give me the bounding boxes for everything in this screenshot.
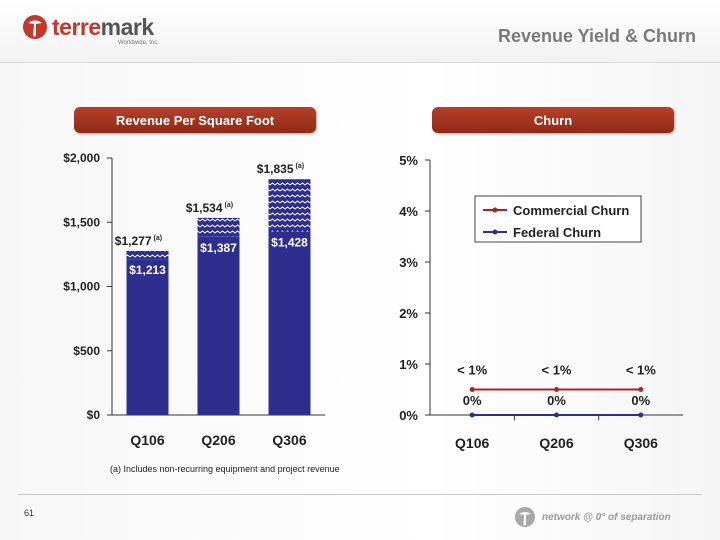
x-tick-label: Q206 xyxy=(201,432,235,448)
series-point-label: < 1% xyxy=(457,363,487,378)
bar-nonrecurring xyxy=(268,179,311,232)
y-tick-label: 3% xyxy=(399,255,418,270)
y-tick-label: 0% xyxy=(399,408,418,423)
y-tick-label: $2,000 xyxy=(63,151,100,165)
footnote: (a) Includes non-recurring equipment and… xyxy=(110,464,340,474)
footer-tagline: network @ 0° of separation xyxy=(514,506,671,528)
y-tick-label: $1,000 xyxy=(63,280,100,294)
page-number: 61 xyxy=(24,508,35,518)
bar-base xyxy=(197,236,240,415)
bar-base-label: $1,213 xyxy=(129,263,166,277)
series-point-label: 0% xyxy=(631,393,650,408)
slide-title: Revenue Yield & Churn xyxy=(497,26,696,46)
right-panel-title: Churn xyxy=(432,107,674,133)
x-tick-label: Q106 xyxy=(455,435,489,451)
bar-total-label: $1,534 xyxy=(186,201,223,215)
terremark-globe-icon xyxy=(23,15,47,39)
y-tick-label: 5% xyxy=(399,153,418,168)
legend-label: Federal Churn xyxy=(513,225,601,240)
bar-total-superscript: (a) xyxy=(154,235,163,242)
x-tick-label: Q306 xyxy=(624,435,658,451)
series-point xyxy=(638,387,644,392)
logo-wordmark-accent: terre xyxy=(52,13,101,40)
y-tick-label: 1% xyxy=(399,357,418,372)
logo-wordmark-rest: mark xyxy=(100,13,154,40)
series-point xyxy=(638,412,644,418)
x-tick-label: Q106 xyxy=(130,432,164,448)
footer-divider xyxy=(18,494,702,495)
revenue-per-sqft-chart: $0$500$1,000$1,500$2,000$1,213$1,277 (a)Q… xyxy=(63,151,325,448)
series-point xyxy=(469,412,475,418)
series-point xyxy=(554,387,559,392)
x-tick-label: Q206 xyxy=(539,435,573,451)
legend-swatch-marker xyxy=(492,207,498,213)
series-point-label: 0% xyxy=(547,393,566,408)
bar-nonrecurring xyxy=(126,250,169,260)
bar-base xyxy=(126,259,169,415)
header-band: terremark Worldwide, Inc. Revenue Yield … xyxy=(0,0,720,63)
bar-base-label: $1,387 xyxy=(200,241,237,255)
bar-base xyxy=(268,231,311,415)
tagline-text: network @ 0° of separation xyxy=(542,511,671,523)
churn-chart: 0% 1% 2% 3% 4% 5% < 1% < 1% < 1% 0% 0% 0% Q106 Q206 Q3… xyxy=(399,153,683,451)
bar-nonrecurring xyxy=(197,217,240,237)
y-tick-label: $1,500 xyxy=(63,215,100,229)
logo-wordmark: terremark xyxy=(52,13,154,40)
bar-base-label: $1,428 xyxy=(271,236,308,250)
legend-box xyxy=(474,195,642,243)
y-tick-label: 2% xyxy=(399,306,418,321)
terremark-logo: terremark xyxy=(22,14,154,40)
x-tick-label: Q306 xyxy=(272,432,306,448)
left-panel-title: Revenue Per Square Foot xyxy=(74,107,316,133)
legend-swatch-marker xyxy=(492,229,498,235)
series-point-label: < 1% xyxy=(542,363,572,378)
y-tick-label: 4% xyxy=(399,204,418,219)
series-point-label: < 1% xyxy=(626,363,656,378)
bar-total-superscript: (a) xyxy=(296,163,305,170)
y-tick-label: $500 xyxy=(73,344,100,358)
legend-label: Commercial Churn xyxy=(513,203,629,218)
series-point xyxy=(469,387,475,392)
series-point-label: 0% xyxy=(463,393,482,408)
logo-subtitle: Worldwide, Inc. xyxy=(118,40,159,46)
bar-total-label: $1,277 xyxy=(115,234,152,248)
terremark-footer-icon xyxy=(515,507,535,527)
y-tick-label: $0 xyxy=(87,408,101,422)
series-point xyxy=(554,412,559,418)
bar-total-superscript: (a) xyxy=(225,202,234,209)
bar-total-label: $1,835 xyxy=(257,162,294,176)
